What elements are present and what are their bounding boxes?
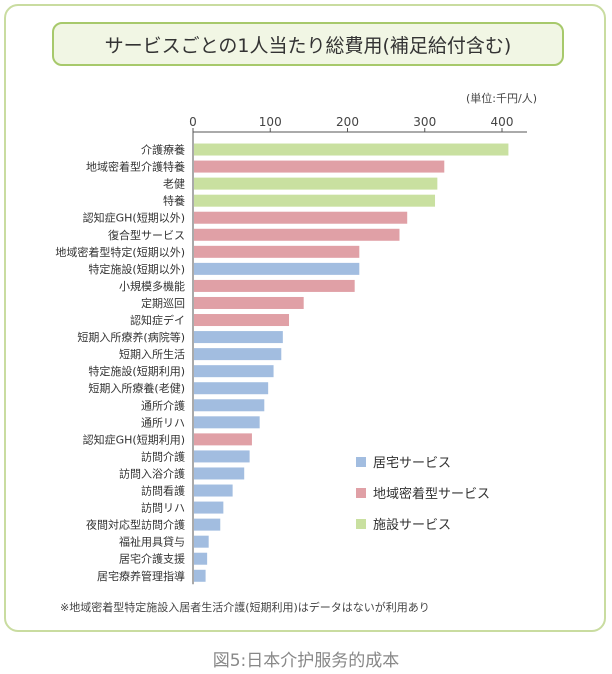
x-tick-label: 400 bbox=[491, 115, 514, 129]
legend: 居宅サービス 地域密着型サービス 施設サービス bbox=[356, 446, 490, 539]
category-label: 居宅介護支援 bbox=[119, 552, 185, 566]
x-tick-label: 200 bbox=[336, 115, 359, 129]
bar-20 bbox=[194, 467, 245, 480]
bar-19 bbox=[194, 450, 250, 463]
category-label: 認知症GH(短期利用) bbox=[83, 432, 185, 446]
legend-item-facility: 施設サービス bbox=[356, 508, 490, 539]
bar-21 bbox=[194, 484, 233, 497]
bar-16 bbox=[194, 399, 265, 412]
category-label: 老健 bbox=[163, 178, 185, 191]
bar-2 bbox=[194, 160, 445, 173]
category-label: 短期入所療养(病院等) bbox=[77, 330, 185, 344]
category-label: 夜間対応型訪問介護 bbox=[86, 518, 185, 532]
legend-label-facility: 施設サービス bbox=[373, 518, 452, 533]
category-label: 訪問入浴介護 bbox=[119, 466, 185, 480]
legend-label-home: 居宅サービス bbox=[373, 456, 452, 471]
bar-17 bbox=[194, 416, 260, 429]
bar-18 bbox=[194, 433, 252, 446]
x-tick-label: 100 bbox=[259, 115, 282, 129]
bar-22 bbox=[194, 501, 224, 514]
chart-card bbox=[4, 4, 606, 632]
figure-caption: 図5:日本介护服务的成本 bbox=[212, 651, 400, 671]
legend-swatch-facility bbox=[356, 518, 366, 529]
category-label: 認知症GH(短期以外) bbox=[83, 211, 185, 225]
category-label: 訪問看護 bbox=[141, 484, 185, 498]
bar-25 bbox=[194, 552, 208, 565]
bar-1 bbox=[194, 143, 509, 156]
bar-11 bbox=[194, 314, 290, 327]
category-label: 福祉用具貸与 bbox=[119, 535, 185, 549]
x-tick-label: 0 bbox=[189, 115, 197, 129]
category-label: 特養 bbox=[163, 194, 185, 208]
bar-7 bbox=[194, 245, 360, 258]
category-label: 特定施設(短期利用) bbox=[88, 364, 185, 378]
bar-26 bbox=[194, 569, 206, 582]
legend-swatch-community bbox=[356, 487, 366, 498]
chart-title: サービスごとの1人当たり総費用(補足給付含む) bbox=[52, 22, 564, 66]
x-tick-label: 300 bbox=[413, 115, 436, 129]
footnote: ※地域密着型特定施設入居者生活介護(短期利用)はデータはないが利用あり bbox=[60, 601, 430, 614]
category-label: 通所リハ bbox=[141, 416, 185, 429]
category-label: 小規模多機能 bbox=[119, 279, 185, 293]
bar-8 bbox=[194, 262, 360, 275]
category-label: 地域密着型介護特養 bbox=[86, 160, 185, 174]
category-label: 定期巡回 bbox=[141, 296, 185, 310]
legend-label-community: 地域密着型サービス bbox=[373, 487, 491, 502]
bar-10 bbox=[194, 296, 304, 309]
bar-24 bbox=[194, 535, 209, 548]
bar-12 bbox=[194, 331, 283, 344]
bar-15 bbox=[194, 382, 269, 395]
category-label: 居宅療养管理指導 bbox=[97, 569, 185, 583]
bar-4 bbox=[194, 194, 436, 207]
category-label: 訪問介護 bbox=[141, 449, 185, 463]
category-label: 復合型サービス bbox=[108, 228, 185, 242]
category-label: 認知症デイ bbox=[130, 313, 185, 327]
legend-item-community: 地域密着型サービス bbox=[356, 477, 490, 508]
category-label: 短期入所生活 bbox=[119, 347, 185, 361]
legend-swatch-home bbox=[356, 456, 366, 467]
legend-item-home: 居宅サービス bbox=[356, 446, 490, 477]
bar-9 bbox=[194, 279, 355, 292]
category-label: 介護療養 bbox=[141, 143, 185, 157]
unit-label: (単位:千円/人) bbox=[466, 92, 537, 105]
category-label: 特定施設(短期以外) bbox=[88, 262, 185, 276]
category-label: 通所介護 bbox=[141, 398, 185, 412]
category-label: 訪問リハ bbox=[141, 501, 185, 515]
bar-3 bbox=[194, 177, 438, 190]
bar-6 bbox=[194, 228, 400, 241]
bar-5 bbox=[194, 211, 408, 224]
category-label: 短期入所療養(老健) bbox=[88, 381, 185, 395]
bar-23 bbox=[194, 518, 221, 531]
bar-14 bbox=[194, 365, 274, 378]
bar-13 bbox=[194, 348, 282, 361]
category-label: 地域密着型特定(短期以外) bbox=[55, 245, 185, 259]
